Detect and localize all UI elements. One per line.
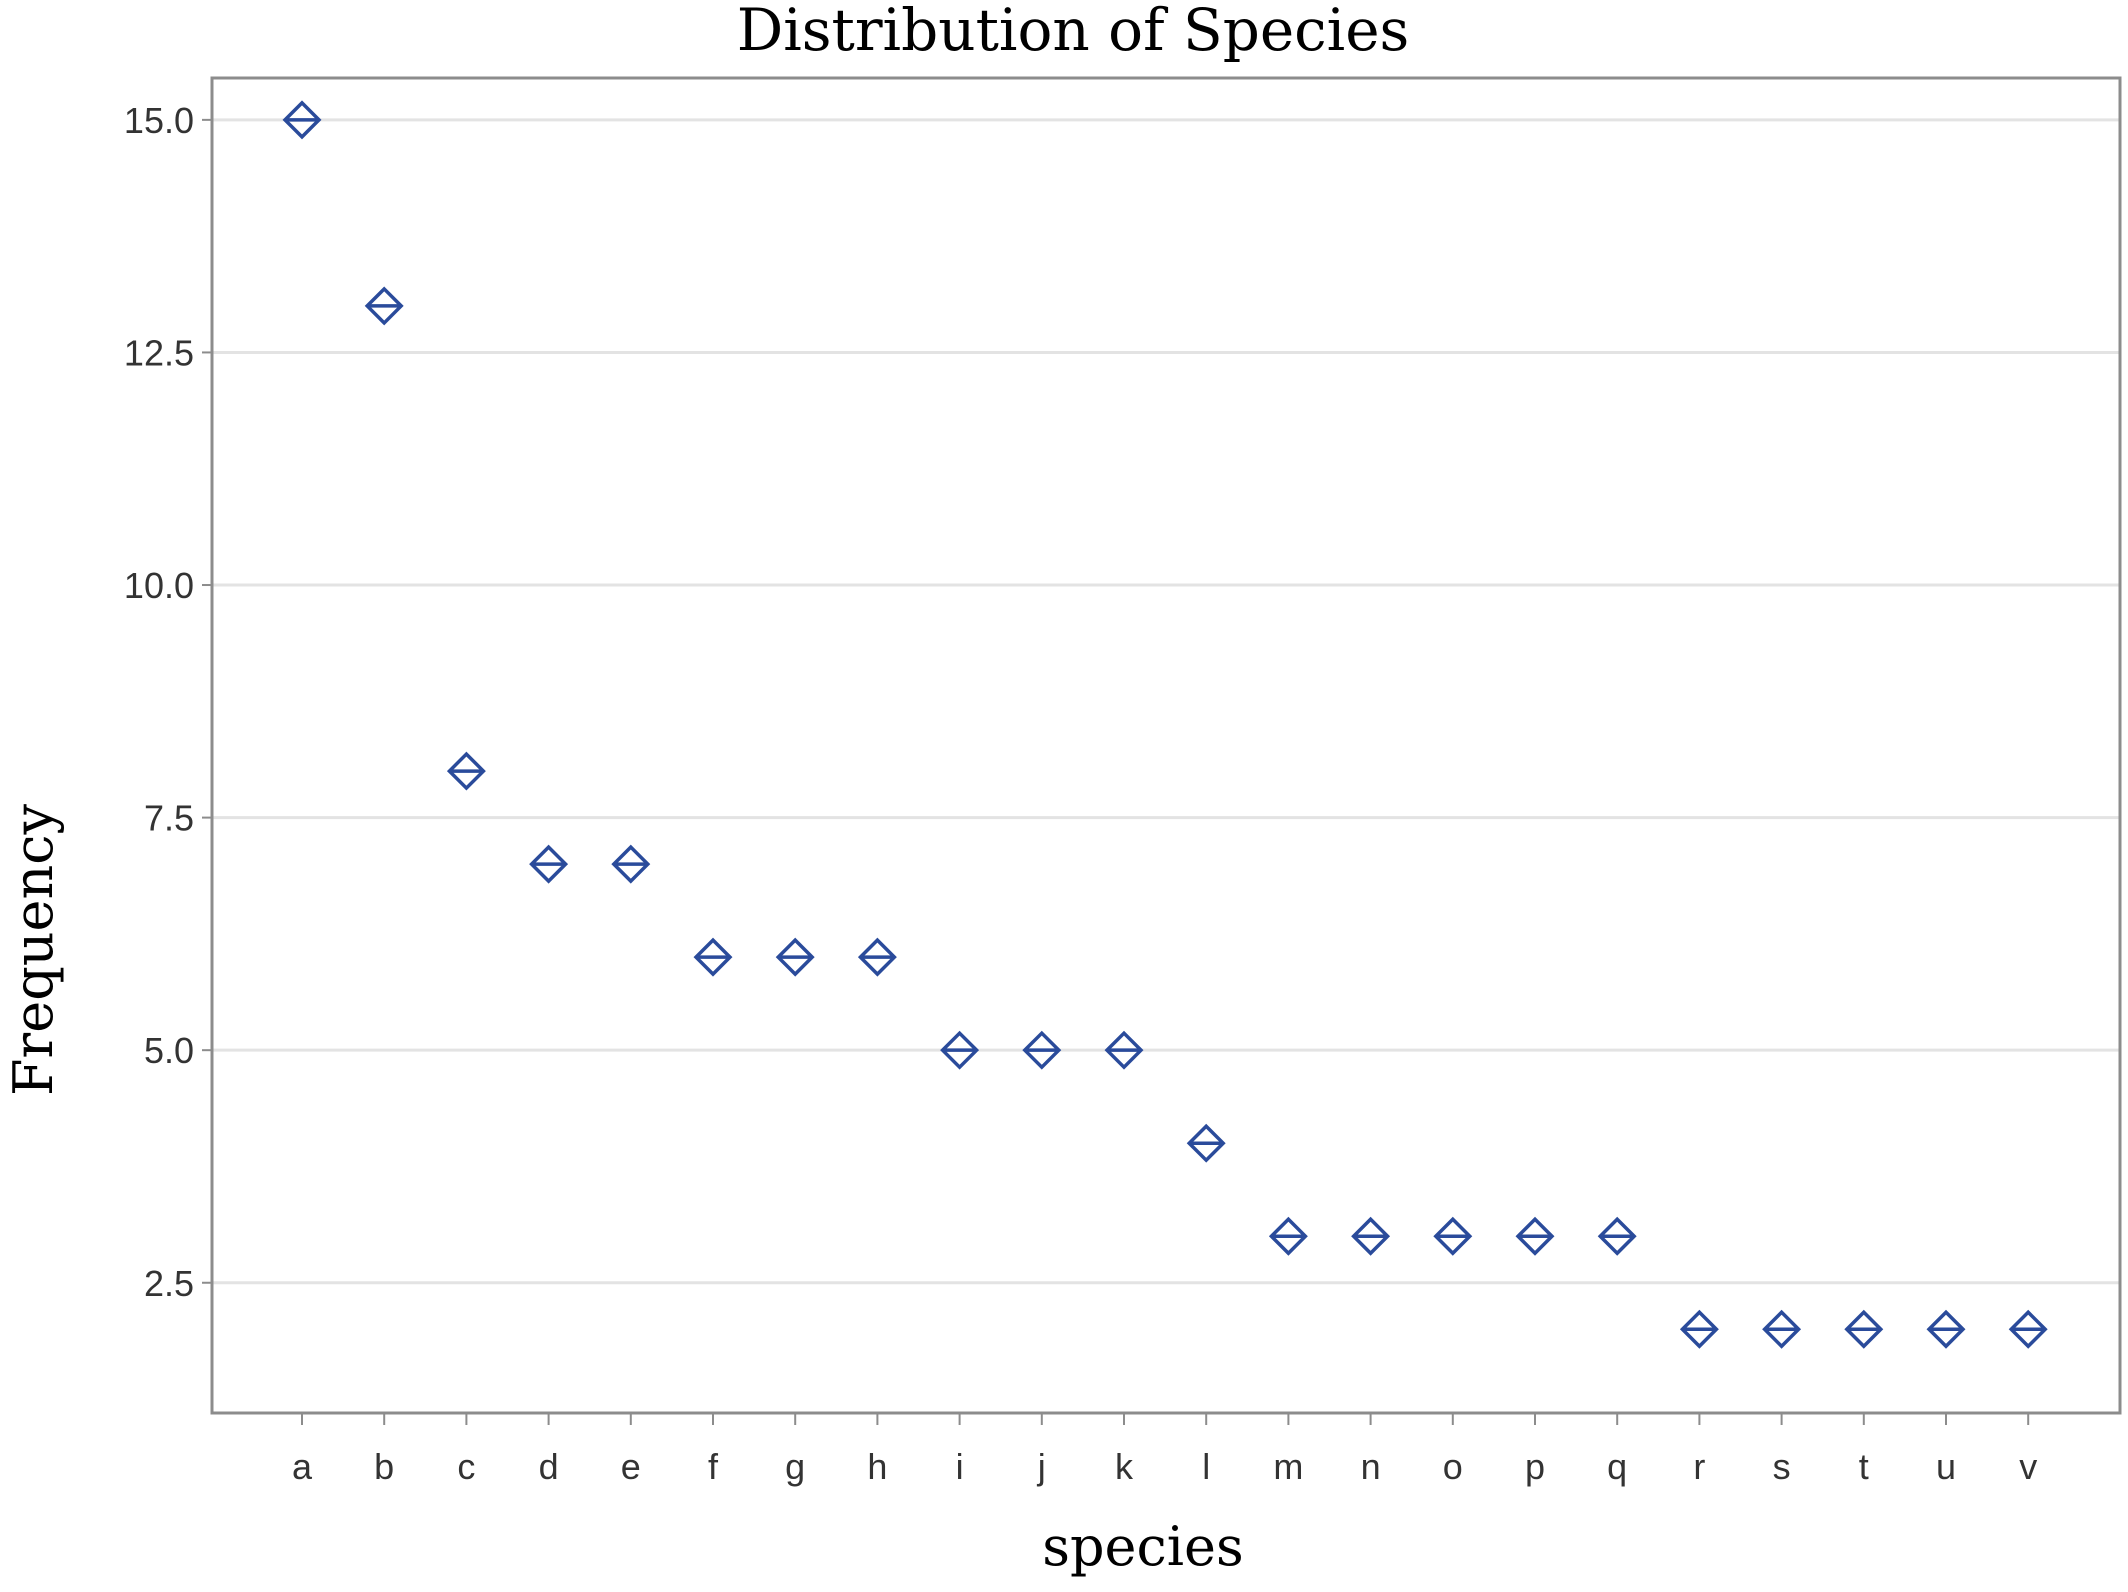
x-tick-label: a bbox=[292, 1446, 313, 1487]
data-point-p bbox=[1515, 1216, 1555, 1256]
data-point-n bbox=[1351, 1216, 1391, 1256]
data-point-e bbox=[611, 844, 651, 884]
x-tick-label: j bbox=[1037, 1446, 1046, 1487]
x-tick-label: s bbox=[1773, 1446, 1791, 1487]
data-point-v bbox=[2008, 1309, 2048, 1349]
data-point-l bbox=[1186, 1123, 1226, 1163]
diamond-marker bbox=[1186, 1123, 1226, 1163]
data-point-i bbox=[940, 1030, 980, 1070]
data-point-s bbox=[1762, 1309, 1802, 1349]
data-point-u bbox=[1926, 1309, 1966, 1349]
x-tick-label: h bbox=[867, 1446, 887, 1487]
x-tick-label: d bbox=[539, 1446, 559, 1487]
data-point-h bbox=[857, 937, 897, 977]
y-axis-ticks: 2.5 5.0 7.5 10.0 12.5 15.0 bbox=[124, 100, 212, 1304]
data-point-k bbox=[1104, 1030, 1144, 1070]
x-axis-ticks: a b c d e f g h i j k l m n o p q r s t u v bbox=[292, 1413, 2037, 1487]
diamond-marker bbox=[282, 100, 322, 140]
x-tick-label: i bbox=[956, 1446, 964, 1487]
x-axis-title: species bbox=[1042, 1515, 1243, 1578]
diamond-marker bbox=[940, 1030, 980, 1070]
x-tick-label: o bbox=[1443, 1446, 1463, 1487]
diamond-marker bbox=[1268, 1216, 1308, 1256]
diamond-marker bbox=[1679, 1309, 1719, 1349]
plot-frame bbox=[210, 76, 2122, 1415]
diamond-marker bbox=[529, 844, 569, 884]
diamond-marker bbox=[2008, 1309, 2048, 1349]
data-point-a bbox=[282, 100, 322, 140]
x-tick-label: p bbox=[1525, 1446, 1545, 1487]
diamond-marker bbox=[1926, 1309, 1966, 1349]
x-tick-label: l bbox=[1202, 1446, 1210, 1487]
y-tick-label: 7.5 bbox=[144, 798, 194, 839]
chart-title: Distribution of Species bbox=[737, 0, 1410, 64]
diamond-marker bbox=[1762, 1309, 1802, 1349]
diamond-marker bbox=[1844, 1309, 1884, 1349]
diamond-marker bbox=[693, 937, 733, 977]
diamond-marker bbox=[611, 844, 651, 884]
diamond-marker bbox=[775, 937, 815, 977]
diamond-marker bbox=[1104, 1030, 1144, 1070]
data-point-o bbox=[1433, 1216, 1473, 1256]
data-point-f bbox=[693, 937, 733, 977]
data-point-g bbox=[775, 937, 815, 977]
x-tick-label: n bbox=[1361, 1446, 1381, 1487]
data-point-d bbox=[529, 844, 569, 884]
y-tick-label: 2.5 bbox=[144, 1263, 194, 1304]
diamond-marker bbox=[446, 751, 486, 791]
data-point-c bbox=[446, 751, 486, 791]
data-point-r bbox=[1679, 1309, 1719, 1349]
x-tick-label: q bbox=[1607, 1446, 1627, 1487]
y-axis-title: Frequency bbox=[2, 803, 65, 1096]
x-tick-label: b bbox=[374, 1446, 394, 1487]
diamond-marker bbox=[1515, 1216, 1555, 1256]
data-point-m bbox=[1268, 1216, 1308, 1256]
y-tick-label: 5.0 bbox=[144, 1030, 194, 1071]
x-tick-label: r bbox=[1693, 1446, 1705, 1487]
diamond-marker bbox=[857, 937, 897, 977]
y-tick-label: 10.0 bbox=[124, 565, 194, 606]
diamond-marker bbox=[1022, 1030, 1062, 1070]
x-tick-label: e bbox=[621, 1446, 641, 1487]
data-point-j bbox=[1022, 1030, 1062, 1070]
x-tick-label: c bbox=[457, 1446, 475, 1487]
x-tick-label: f bbox=[708, 1446, 719, 1487]
x-tick-label: g bbox=[785, 1446, 805, 1487]
diamond-marker bbox=[1433, 1216, 1473, 1256]
data-point-q bbox=[1597, 1216, 1637, 1256]
data-points bbox=[282, 100, 2048, 1349]
diamond-marker bbox=[1597, 1216, 1637, 1256]
x-tick-label: u bbox=[1936, 1446, 1956, 1487]
x-tick-label: m bbox=[1273, 1446, 1303, 1487]
diamond-marker bbox=[1351, 1216, 1391, 1256]
data-point-t bbox=[1844, 1309, 1884, 1349]
x-tick-label: v bbox=[2019, 1446, 2037, 1487]
gridlines bbox=[212, 118, 2120, 1285]
y-tick-label: 15.0 bbox=[124, 100, 194, 141]
diamond-marker bbox=[364, 286, 404, 326]
x-tick-label: k bbox=[1115, 1446, 1134, 1487]
y-tick-label: 12.5 bbox=[124, 332, 194, 373]
data-point-b bbox=[364, 286, 404, 326]
x-tick-label: t bbox=[1859, 1446, 1869, 1487]
